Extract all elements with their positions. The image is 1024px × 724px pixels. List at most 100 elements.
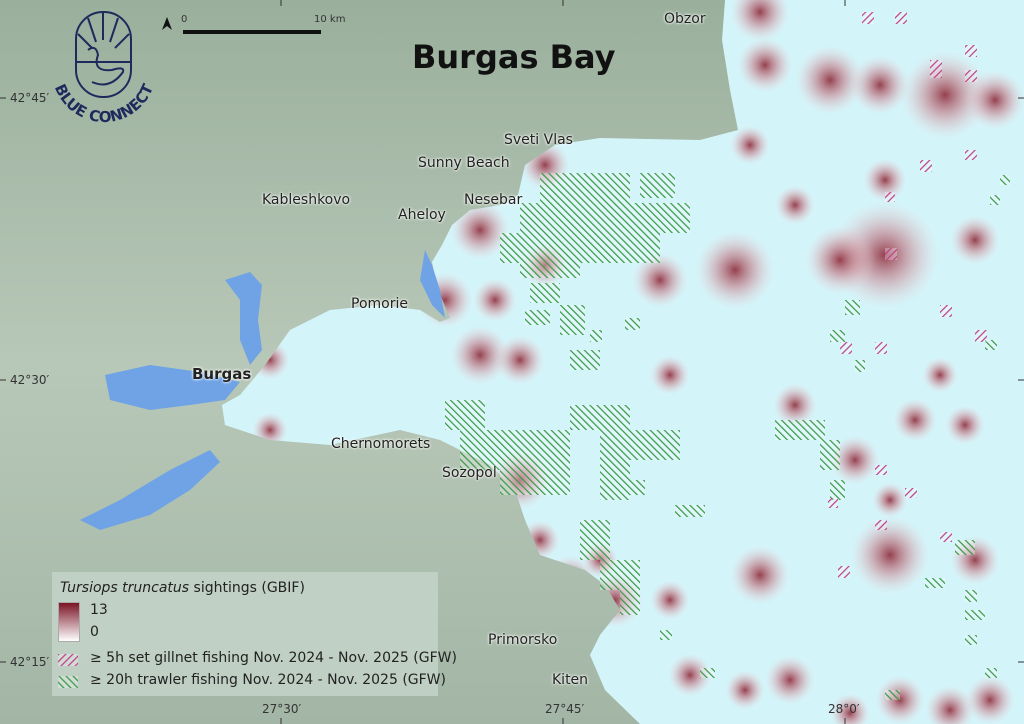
place-label: Sozopol bbox=[442, 465, 497, 481]
heat-ramp bbox=[58, 602, 80, 642]
gillnet-fishing-cell bbox=[920, 160, 932, 172]
sighting-density bbox=[450, 200, 510, 260]
sighting-density bbox=[473, 278, 517, 322]
gillnet-fishing-cell bbox=[875, 520, 887, 530]
gillnet-fishing-cell bbox=[828, 498, 838, 508]
scale-end: 10 km bbox=[314, 14, 346, 25]
sighting-density bbox=[830, 435, 880, 485]
lon-label: 27°45′ bbox=[545, 702, 585, 716]
sighting-density bbox=[450, 325, 510, 385]
sighting-density bbox=[893, 398, 937, 442]
legend-gillnet: ≥ 5h set gillnet fishing Nov. 2024 - Nov… bbox=[90, 650, 457, 666]
legend: Tursiops truncatus sightings (GBIF) 13 0… bbox=[52, 572, 457, 696]
land bbox=[0, 0, 738, 724]
trawler-fishing-cell bbox=[820, 440, 840, 470]
sighting-density bbox=[965, 70, 1024, 130]
legend-trawler: ≥ 20h trawler fishing Nov. 2024 - Nov. 2… bbox=[90, 672, 446, 688]
sighting-density bbox=[650, 580, 690, 620]
sighting-density bbox=[965, 675, 1015, 724]
trawler-fishing-cell bbox=[520, 203, 690, 233]
trawler-fishing-cell bbox=[965, 590, 977, 602]
sighting-density bbox=[725, 670, 765, 710]
gillnet-fishing-cell bbox=[965, 45, 977, 57]
sighting-density bbox=[850, 515, 930, 595]
place-label: Kiten bbox=[552, 672, 589, 688]
trawler-fishing-cell bbox=[520, 263, 580, 278]
gillnet-swatch bbox=[58, 654, 78, 666]
sighting-density bbox=[730, 0, 790, 42]
place-label: Kableshkovo bbox=[262, 192, 351, 208]
trawler-fishing-cell bbox=[830, 480, 845, 500]
trawler-fishing-cell bbox=[830, 330, 845, 342]
sighting-density bbox=[922, 357, 958, 393]
trawler-fishing-cell bbox=[855, 360, 865, 372]
trawler-fishing-cell bbox=[625, 318, 640, 330]
trawler-fishing-cell bbox=[660, 630, 672, 640]
sighting-density bbox=[668, 653, 712, 697]
place-label: Sunny Beach bbox=[418, 155, 510, 171]
sighting-density bbox=[795, 45, 865, 115]
place-label: Pomorie bbox=[351, 296, 408, 312]
sighting-density bbox=[872, 482, 908, 518]
gillnet-fishing-cell bbox=[965, 70, 977, 82]
gillnet-fishing-cell bbox=[905, 488, 917, 498]
trawler-fishing-cell bbox=[985, 668, 997, 678]
gillnet-fishing-cell bbox=[840, 342, 852, 354]
gillnet-fishing-cell bbox=[875, 342, 887, 354]
trawler-fishing-cell bbox=[600, 560, 640, 590]
sighting-density bbox=[695, 230, 775, 310]
trawler-fishing-cell bbox=[530, 283, 560, 303]
place-label: Nesebar bbox=[464, 192, 523, 208]
gillnet-fishing-cell bbox=[975, 330, 987, 342]
place-label: Chernomorets bbox=[331, 436, 431, 452]
map-title: Burgas Bay bbox=[412, 38, 616, 76]
trawler-fishing-cell bbox=[540, 173, 630, 203]
place-label: Aheloy bbox=[398, 207, 446, 223]
lat-label: 42°15′ bbox=[10, 655, 50, 669]
legend-heat-suffix: sightings (GBIF) bbox=[189, 580, 305, 596]
sighting-density bbox=[650, 355, 690, 395]
lon-label: 28°0′ bbox=[828, 702, 860, 716]
trawler-fishing-cell bbox=[570, 405, 630, 430]
sighting-density bbox=[950, 215, 1000, 265]
trawler-fishing-cell bbox=[1000, 175, 1010, 185]
trawler-swatch bbox=[58, 676, 78, 688]
trawler-fishing-cell bbox=[570, 350, 600, 370]
trawler-fishing-cell bbox=[525, 310, 550, 325]
legend-max: 13 bbox=[90, 602, 108, 618]
blue-connect-logo bbox=[75, 11, 132, 98]
sighting-density bbox=[850, 55, 910, 115]
gillnet-fishing-cell bbox=[875, 465, 887, 475]
place-label: Burgas bbox=[192, 365, 252, 383]
lat-label: 42°30′ bbox=[10, 373, 50, 387]
gillnet-fishing-cell bbox=[885, 192, 895, 202]
trawler-fishing-cell bbox=[955, 540, 975, 555]
gillnet-fishing-cell bbox=[862, 12, 874, 24]
trawler-fishing-cell bbox=[985, 340, 997, 350]
sighting-density bbox=[737, 37, 793, 93]
trawler-fishing-cell bbox=[445, 400, 485, 430]
sightings-heatmap bbox=[250, 0, 1024, 724]
trawler-fishing-cell bbox=[700, 668, 715, 678]
sighting-density bbox=[730, 545, 790, 605]
scale-bar bbox=[183, 30, 321, 34]
trawler-fishing-cell bbox=[630, 480, 645, 495]
species-name: Tursiops truncatus bbox=[60, 580, 190, 596]
gillnet-fishing-cell bbox=[965, 150, 977, 160]
trawler-fishing-cell bbox=[590, 330, 602, 342]
sighting-density bbox=[632, 252, 688, 308]
trawler-fishing-cell bbox=[775, 420, 825, 440]
gillnet-fishing-cell bbox=[940, 532, 952, 542]
trawler-fishing-cell bbox=[845, 300, 860, 315]
trawler-fishing-cell bbox=[580, 520, 610, 560]
lat-label: 42°45′ bbox=[10, 91, 50, 105]
sighting-density bbox=[495, 335, 545, 385]
place-label: Obzor bbox=[664, 11, 706, 27]
trawler-fishing-cell bbox=[965, 635, 977, 645]
sighting-density bbox=[805, 225, 875, 295]
gillnet-fishing-cell bbox=[940, 305, 952, 317]
trawler-fishing-cell bbox=[640, 173, 675, 198]
scale-start: 0 bbox=[181, 14, 188, 25]
sighting-density bbox=[863, 158, 907, 202]
north-arrow-icon bbox=[162, 17, 172, 30]
